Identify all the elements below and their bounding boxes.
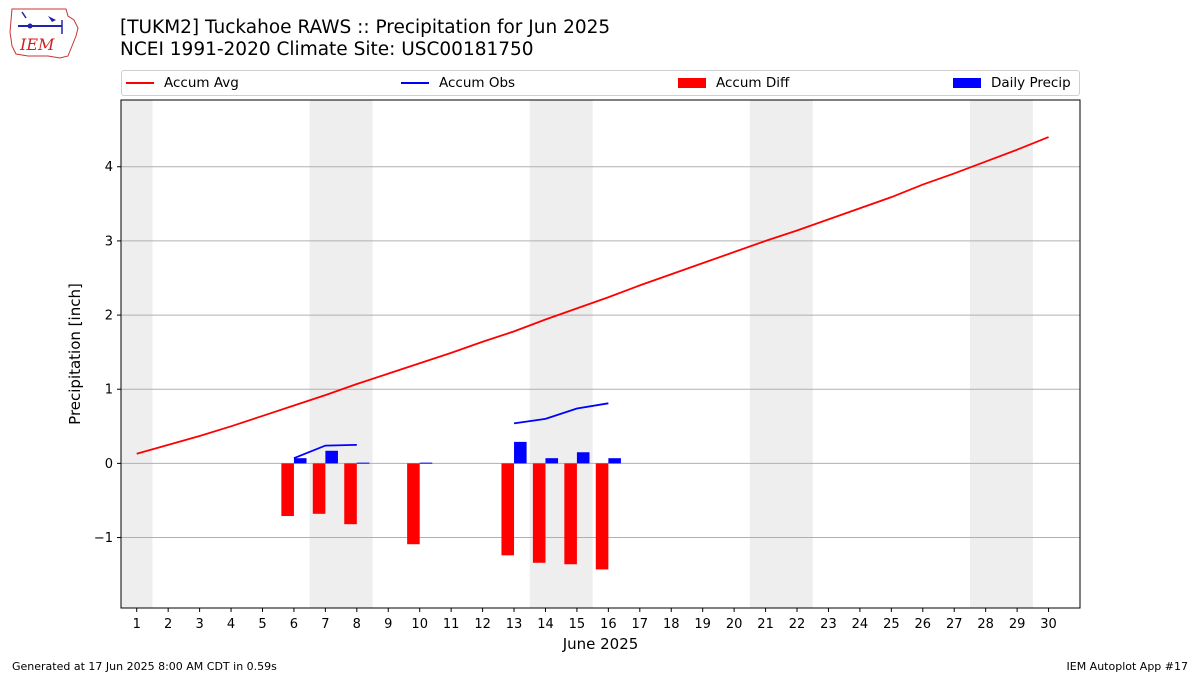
x-tick-label: 24	[852, 617, 869, 632]
x-tick-label: 5	[258, 617, 266, 632]
y-tick-label: 4	[105, 160, 113, 175]
iem-logo-graphic: IEM	[9, 8, 79, 59]
legend-swatch-accum-obs	[401, 82, 429, 84]
x-axis-label: June 2025	[562, 635, 639, 653]
legend-item-daily-precip: Daily Precip	[953, 71, 1071, 95]
footer-generated: Generated at 17 Jun 2025 8:00 AM CDT in …	[12, 660, 277, 673]
logo-text: IEM	[19, 35, 55, 54]
legend-label-accum-diff: Accum Diff	[716, 75, 790, 91]
x-tick-label: 23	[820, 617, 837, 632]
x-tick-label: 13	[506, 617, 523, 632]
accum-diff-bar	[407, 463, 420, 545]
legend-item-accum-obs: Accum Obs	[401, 71, 515, 95]
x-tick-label: 10	[411, 617, 428, 632]
legend-item-accum-avg: Accum Avg	[126, 71, 239, 95]
series-lines	[136, 136, 1049, 460]
accum-diff-bar	[595, 463, 609, 570]
plot-frame	[120, 99, 1081, 609]
weekend-shade	[309, 100, 373, 608]
legend-item-accum-diff: Accum Diff	[678, 71, 789, 95]
daily-precip-bar	[608, 458, 621, 464]
legend-label-accum-avg: Accum Avg	[164, 75, 239, 91]
y-tick-label: 1	[105, 383, 113, 398]
accum-obs-line	[513, 402, 609, 425]
daily-precip-bar	[545, 458, 559, 464]
x-tick-label: 25	[883, 617, 900, 632]
daily-precip-bar	[514, 441, 527, 464]
accum-diff-bar	[564, 463, 577, 565]
daily-precip-bar	[419, 462, 433, 464]
footer-app: IEM Autoplot App #17	[1066, 660, 1189, 673]
legend-swatch-accum-diff	[678, 78, 706, 88]
accum-diff-bar	[501, 463, 515, 556]
y-tick-label: 3	[105, 234, 113, 249]
x-tick-label: 19	[694, 617, 711, 632]
accum-avg-line	[136, 136, 1049, 455]
x-tick-label: 3	[195, 617, 203, 632]
x-tick-label: 8	[353, 617, 361, 632]
x-tick-label: 27	[946, 617, 963, 632]
legend-swatch-accum-avg	[126, 82, 154, 84]
x-tick-label: 21	[757, 617, 774, 632]
y-tick-label: 0	[105, 457, 113, 472]
x-tick-label: 30	[1040, 617, 1057, 632]
y-tick-label: −1	[94, 531, 113, 546]
x-tick-label: 7	[321, 617, 329, 632]
legend-swatch-daily-precip	[953, 78, 981, 88]
iem-logo: IEM	[8, 6, 82, 60]
accum-diff-bar	[312, 463, 326, 514]
x-tick-label: 1	[133, 617, 141, 632]
accum-diff-bar	[344, 463, 357, 525]
y-tick-label: 2	[105, 309, 113, 324]
weekend-shade	[121, 100, 153, 608]
x-tick-label: 12	[474, 617, 491, 632]
daily-precip-bar	[356, 462, 370, 464]
legend: Accum Avg Accum Obs Accum Diff Daily Pre…	[121, 70, 1080, 96]
x-tick-label: 9	[384, 617, 392, 632]
x-tick-label: 14	[537, 617, 554, 632]
weekend-shade	[749, 100, 813, 608]
accum-obs-line	[293, 443, 357, 460]
x-tick-label: 4	[227, 617, 235, 632]
x-tick-label: 28	[977, 617, 994, 632]
x-tick-label: 16	[600, 617, 617, 632]
x-tick-label: 18	[663, 617, 680, 632]
x-tick-label: 20	[726, 617, 743, 632]
bars	[281, 441, 621, 570]
chart-subtitle: NCEI 1991-2020 Climate Site: USC00181750	[120, 39, 534, 60]
x-tick-label: 11	[443, 617, 460, 632]
daily-precip-bar	[576, 452, 590, 464]
x-tick-label: 17	[632, 617, 649, 632]
y-axis-label: Precipitation [inch]	[66, 283, 84, 425]
legend-label-daily-precip: Daily Precip	[991, 75, 1071, 91]
x-tick-label: 29	[1009, 617, 1026, 632]
x-tick-label: 22	[789, 617, 806, 632]
daily-precip-bar	[325, 450, 338, 464]
accum-diff-bar	[532, 463, 546, 563]
x-tick-label: 26	[915, 617, 932, 632]
x-tick-label: 15	[569, 617, 586, 632]
accum-diff-bar	[281, 463, 294, 517]
weekend-shading	[121, 100, 1033, 608]
x-tick-label: 6	[290, 617, 298, 632]
weekend-shade	[969, 100, 1033, 608]
chart-title: [TUKM2] Tuckahoe RAWS :: Precipitation f…	[120, 17, 611, 38]
x-tick-label: 2	[164, 617, 172, 632]
daily-precip-bar	[293, 458, 307, 464]
legend-label-accum-obs: Accum Obs	[439, 75, 516, 91]
